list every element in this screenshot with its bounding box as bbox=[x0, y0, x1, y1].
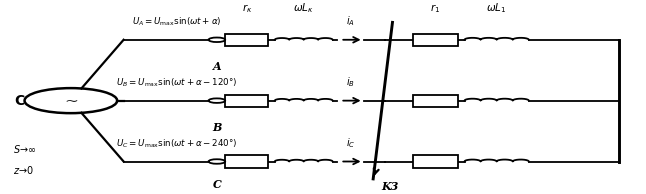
Circle shape bbox=[209, 159, 225, 164]
Bar bbox=[413, 34, 458, 46]
Text: $\omega L_1$: $\omega L_1$ bbox=[486, 2, 507, 16]
Bar bbox=[413, 155, 458, 168]
Text: C: C bbox=[14, 94, 25, 108]
Text: ~: ~ bbox=[64, 92, 78, 109]
Circle shape bbox=[209, 37, 225, 42]
Text: $z\!\rightarrow\!0$: $z\!\rightarrow\!0$ bbox=[13, 164, 34, 176]
Text: $i_B$: $i_B$ bbox=[346, 75, 355, 89]
Text: $\omega L_{\kappa}$: $\omega L_{\kappa}$ bbox=[293, 2, 314, 16]
Text: $r_{\kappa}$: $r_{\kappa}$ bbox=[242, 3, 252, 16]
Text: $i_A$: $i_A$ bbox=[346, 15, 355, 29]
Text: $S\!\rightarrow\!\infty$: $S\!\rightarrow\!\infty$ bbox=[13, 143, 37, 155]
Bar bbox=[225, 94, 268, 107]
Bar bbox=[413, 94, 458, 107]
Circle shape bbox=[209, 98, 225, 103]
Bar bbox=[225, 155, 268, 168]
Text: $U_B= U_{\mathrm{max}}\sin(\omega t+\alpha-120°)$: $U_B= U_{\mathrm{max}}\sin(\omega t+\alp… bbox=[116, 77, 237, 89]
Text: B: B bbox=[212, 121, 222, 133]
Text: $i_C$: $i_C$ bbox=[346, 136, 355, 150]
Text: C: C bbox=[213, 179, 222, 190]
Text: A: A bbox=[213, 61, 221, 72]
Text: $U_C= U_{\mathrm{max}}\sin(\omega t+\alpha-240°)$: $U_C= U_{\mathrm{max}}\sin(\omega t+\alp… bbox=[116, 138, 237, 150]
Text: $U_A= U_{\mathrm{max}}\sin(\omega t+\alpha)$: $U_A= U_{\mathrm{max}}\sin(\omega t+\alp… bbox=[132, 16, 222, 29]
Text: $r_1$: $r_1$ bbox=[430, 3, 441, 16]
Bar bbox=[225, 34, 268, 46]
Text: K3: K3 bbox=[382, 181, 399, 192]
